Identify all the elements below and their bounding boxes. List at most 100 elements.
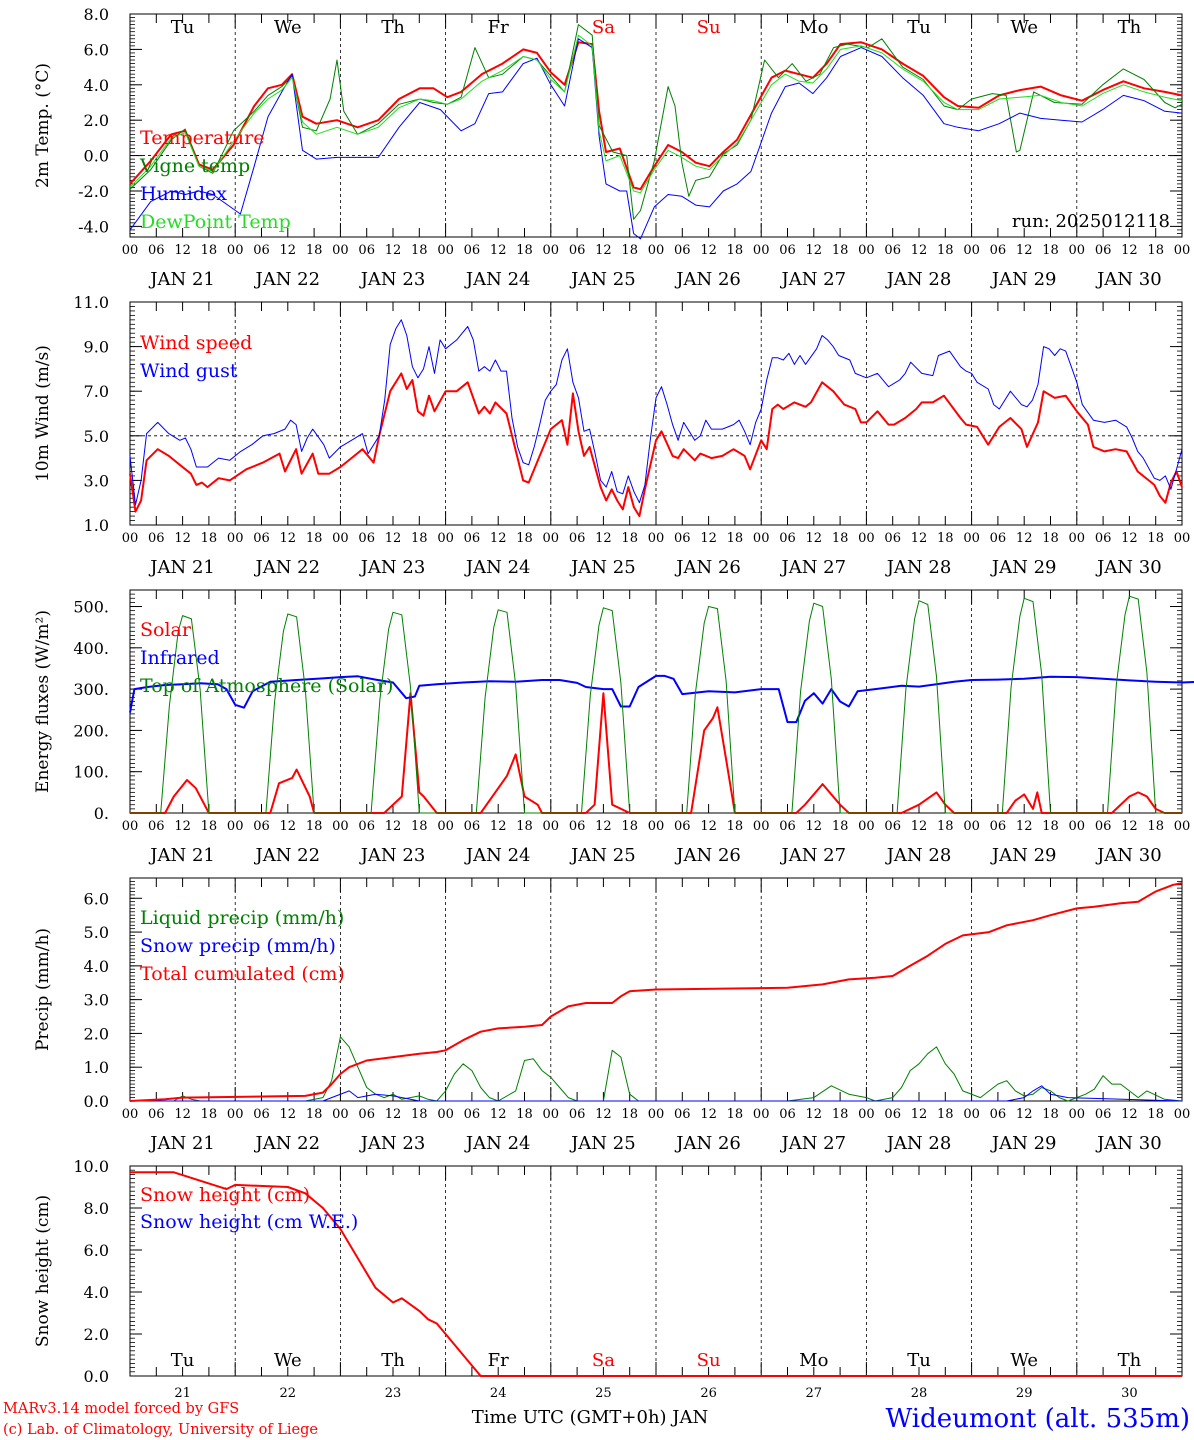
x-hour-label: 12 <box>385 1107 402 1122</box>
legend-entry: Infrared <box>140 647 220 669</box>
y-tick-label: 400. <box>73 639 109 658</box>
x-date-label: JAN 29 <box>990 845 1057 866</box>
x-date-label: JAN 28 <box>885 269 952 290</box>
x-hour-label: 12 <box>385 819 402 834</box>
x-hour-label: 18 <box>937 243 954 258</box>
weekday-label: Th <box>381 1350 405 1371</box>
x-hour-label: 12 <box>490 1107 507 1122</box>
x-hour-label: 06 <box>674 1107 691 1122</box>
x-hour-label: 06 <box>990 1107 1007 1122</box>
x-hour-label: 06 <box>569 531 586 546</box>
x-hour-label: 12 <box>490 819 507 834</box>
x-hour-label: 12 <box>700 531 717 546</box>
y-tick-label: -4.0 <box>78 217 109 236</box>
y-axis-label: Precip (mm/h) <box>33 928 53 1051</box>
weekday-label: We <box>274 17 302 38</box>
x-hour-label: 00 <box>1174 243 1191 258</box>
x-hour-label: 12 <box>174 531 191 546</box>
y-tick-label: -2.0 <box>78 182 109 201</box>
y-axis-label: Energy fluxes (W/m²) <box>33 610 53 793</box>
x-hour-label: 00 <box>332 1107 349 1122</box>
x-hour-label: 18 <box>411 243 428 258</box>
x-hour-label: 12 <box>595 1107 612 1122</box>
x-hour-label: 12 <box>280 1107 297 1122</box>
x-date-label: JAN 28 <box>885 1133 952 1154</box>
y-tick-label: 0. <box>94 804 109 823</box>
x-hour-label: 00 <box>122 531 139 546</box>
y-axis-label: 10m Wind (m/s) <box>33 345 53 482</box>
x-hour-label: 18 <box>832 243 849 258</box>
x-hour-label: 00 <box>858 243 875 258</box>
weekday-label: Fr <box>488 1350 509 1371</box>
x-hour-label: 06 <box>674 819 691 834</box>
x-hour-label: 00 <box>332 819 349 834</box>
x-date-label: JAN 22 <box>254 1133 321 1154</box>
x-hour-label: 00 <box>1174 819 1191 834</box>
x-hour-label: 12 <box>1016 243 1033 258</box>
run-annotation: run: 2025012118 <box>1012 211 1170 232</box>
x-hour-label: 06 <box>1095 1107 1112 1122</box>
x-hour-label: 12 <box>911 819 928 834</box>
x-date-label: JAN 28 <box>885 557 952 578</box>
x-hour-label: 00 <box>227 243 244 258</box>
x-date-label: JAN 27 <box>780 557 847 578</box>
x-hour-label: 12 <box>1121 819 1138 834</box>
x-date-label: JAN 30 <box>1095 269 1162 290</box>
x-hour-label: 18 <box>411 819 428 834</box>
day-number-label: 29 <box>1016 1386 1033 1401</box>
x-hour-label: 06 <box>884 819 901 834</box>
x-hour-label: 06 <box>884 243 901 258</box>
legend-entry: Snow height (cm) <box>140 1184 310 1206</box>
x-date-label: JAN 29 <box>990 269 1057 290</box>
x-date-label: JAN 24 <box>464 1133 531 1154</box>
x-hour-label: 12 <box>595 531 612 546</box>
x-hour-label: 00 <box>437 531 454 546</box>
y-tick-label: 1.0 <box>84 1058 109 1077</box>
x-hour-label: 00 <box>543 819 560 834</box>
weekday-label: We <box>1010 17 1038 38</box>
day-number-label: 24 <box>490 1386 507 1401</box>
weekday-label: Tu <box>907 1350 931 1371</box>
y-tick-label: 8.0 <box>84 1199 109 1218</box>
x-hour-label: 18 <box>621 243 638 258</box>
x-hour-label: 12 <box>1016 1107 1033 1122</box>
x-hour-label: 06 <box>253 243 270 258</box>
y-tick-label: 6.0 <box>84 889 109 908</box>
series-line-infrared <box>129 674 1194 724</box>
panel-temp <box>129 13 1183 240</box>
x-hour-label: 00 <box>122 243 139 258</box>
x-hour-label: 06 <box>1095 243 1112 258</box>
y-tick-label: 8.0 <box>84 5 109 24</box>
x-date-label: JAN 30 <box>1095 557 1162 578</box>
x-hour-label: 06 <box>569 819 586 834</box>
x-hour-label: 18 <box>1147 819 1164 834</box>
x-hour-label: 00 <box>753 1107 770 1122</box>
legend-entry: Solar <box>140 619 192 641</box>
series-line-vigne-temp <box>129 24 1183 220</box>
x-date-label: JAN 30 <box>1095 845 1162 866</box>
x-hour-label: 06 <box>884 531 901 546</box>
x-date-label: JAN 23 <box>359 845 426 866</box>
x-hour-label: 00 <box>1069 819 1086 834</box>
x-hour-label: 00 <box>437 1107 454 1122</box>
x-hour-label: 18 <box>201 819 218 834</box>
x-hour-label: 00 <box>648 531 665 546</box>
x-hour-label: 18 <box>937 1107 954 1122</box>
series-line-liquid-precip-mm-h <box>130 1036 1183 1102</box>
x-hour-label: 00 <box>1069 243 1086 258</box>
y-tick-label: 200. <box>73 721 109 740</box>
y-tick-label: 6.0 <box>84 1241 109 1260</box>
y-tick-label: 9.0 <box>84 338 109 357</box>
x-hour-label: 18 <box>621 819 638 834</box>
x-hour-label: 18 <box>1147 531 1164 546</box>
x-hour-label: 06 <box>358 819 375 834</box>
x-hour-label: 00 <box>1069 531 1086 546</box>
day-number-label: 30 <box>1121 1386 1138 1401</box>
y-tick-label: 6.0 <box>84 40 109 59</box>
weekday-label: Tu <box>171 1350 195 1371</box>
x-hour-label: 06 <box>148 819 165 834</box>
x-hour-label: 00 <box>753 819 770 834</box>
y-tick-label: 300. <box>73 680 109 699</box>
x-hour-label: 00 <box>227 819 244 834</box>
x-hour-label: 18 <box>1042 531 1059 546</box>
